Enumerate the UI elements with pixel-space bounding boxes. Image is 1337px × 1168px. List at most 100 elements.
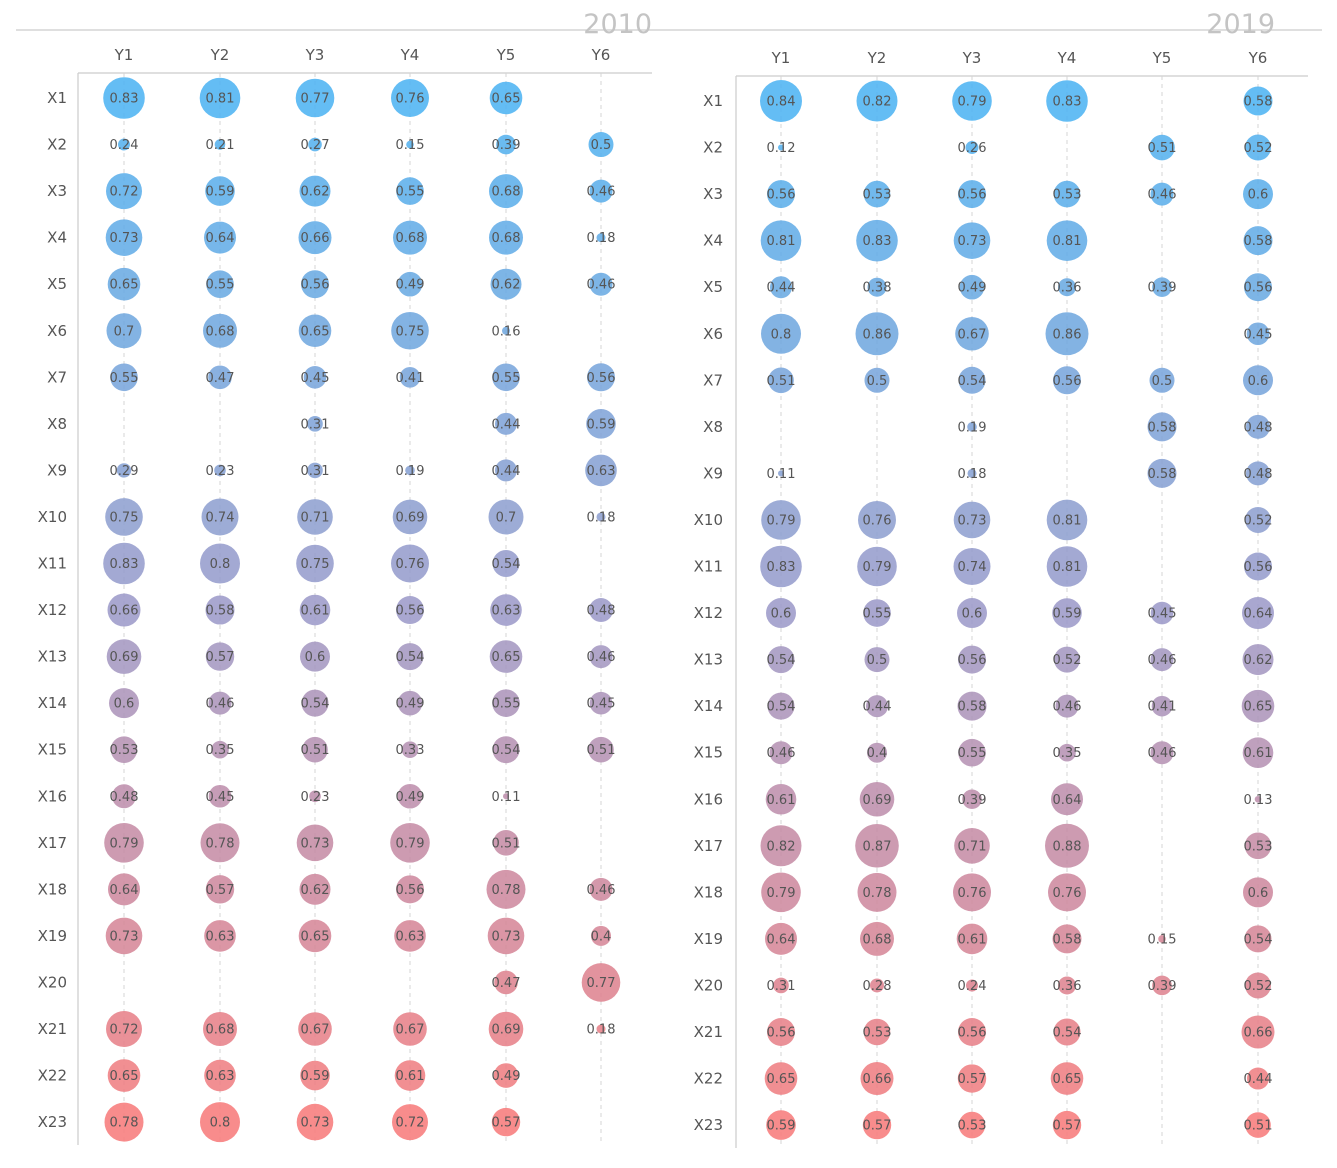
bubble-circle (105, 219, 143, 256)
row-header-x20: X20 (694, 976, 723, 994)
bubble-x16-y1: 0.48 (110, 784, 138, 809)
bubble-x19-y6: 0.54 (1244, 925, 1272, 953)
bubble-circle (396, 596, 424, 625)
bubble-circle (764, 1062, 798, 1095)
bubble-value-label: 0.76 (863, 513, 892, 528)
bubble-circle (957, 691, 987, 721)
bubble-x16-y2: 0.45 (206, 784, 234, 808)
bubble-circle (1244, 552, 1272, 581)
row-header-x11: X11 (38, 555, 67, 573)
bubble-circle (492, 363, 520, 392)
bubble-circle (406, 140, 414, 149)
bubble-circle (1254, 795, 1262, 803)
bubble-x21-y2: 0.53 (863, 1018, 891, 1046)
bubble-circle (856, 219, 898, 262)
bubble-value-label: 0.81 (1053, 513, 1082, 528)
bubble-value-label: 0.4 (591, 929, 612, 944)
row-header-x2: X2 (703, 139, 723, 157)
row-header-x23: X23 (694, 1116, 723, 1134)
bubble-value-label: 0.31 (767, 979, 796, 994)
bubble-x22-y2: 0.66 (860, 1062, 894, 1096)
row-header-x12: X12 (38, 601, 67, 619)
bubble-value-label: 0.23 (301, 790, 330, 805)
bubble-x10-y6: 0.52 (1244, 506, 1272, 533)
bubble-value-label: 0.49 (396, 790, 425, 805)
bubble-x10-y4: 0.81 (1046, 499, 1088, 541)
bubble-value-label: 0.21 (206, 138, 235, 153)
bubble-x9-y2: 0.23 (206, 464, 235, 479)
column-header-y5: Y5 (496, 46, 516, 64)
bubble-circle (1243, 86, 1273, 116)
bubble-x22-y4: 0.65 (1050, 1062, 1084, 1095)
bubble-circle (307, 416, 323, 432)
bubble-value-label: 0.56 (1244, 560, 1273, 575)
bubble-circle (596, 1024, 606, 1034)
bubble-x8-y3: 0.19 (958, 420, 987, 435)
bubble-x15-y6: 0.51 (587, 736, 615, 763)
bubble-value-label: 0.68 (492, 185, 521, 200)
bubble-value-label: 0.63 (587, 464, 616, 479)
bubble-circle (495, 459, 517, 482)
bubble-circle (393, 220, 427, 255)
bubble-circle (765, 783, 797, 815)
bubble-x15-y6: 0.61 (1242, 737, 1274, 768)
bubble-x2-y2: 0.21 (206, 138, 235, 153)
bubble-circle (589, 645, 613, 669)
bubble-circle (1242, 644, 1274, 676)
bubble-circle (586, 409, 616, 439)
bubble-circle (106, 639, 142, 674)
bubble-x11-y3: 0.75 (296, 544, 334, 583)
row-header-x5: X5 (703, 278, 723, 296)
bubble-x11-y6: 0.56 (1244, 552, 1273, 581)
column-guides (123, 73, 602, 1145)
row-header-x22: X22 (38, 1067, 67, 1085)
column-header-y3: Y3 (962, 49, 982, 67)
bubble-value-label: 0.18 (958, 467, 987, 482)
bubble-x5-y1: 0.65 (107, 267, 141, 301)
bubble-circle (491, 1107, 521, 1137)
bubble-x10-y2: 0.76 (858, 500, 896, 539)
bubble-circle (766, 598, 796, 629)
bubble-value-label: 0.45 (1148, 607, 1177, 622)
bubble-value-label: 0.46 (1148, 653, 1177, 668)
bubble-value-label: 0.51 (301, 743, 330, 758)
bubble-x15-y5: 0.54 (492, 736, 520, 764)
bubble-value-label: 0.44 (492, 464, 521, 479)
bubble-circle (205, 642, 235, 671)
bubble-x14-y1: 0.6 (109, 688, 139, 719)
bubble-circle (496, 134, 516, 155)
bubble-x22-y1: 0.65 (764, 1062, 798, 1095)
bubble-circle (298, 221, 332, 255)
bubble-value-label: 0.84 (767, 95, 796, 110)
bubble-x4-y6: 0.18 (587, 231, 616, 246)
bubble-circle (494, 970, 518, 995)
bubble-x11-y1: 0.83 (103, 542, 145, 585)
bubble-circle (391, 311, 429, 350)
bubble-value-label: 0.68 (206, 324, 235, 339)
bubble-value-label: 0.56 (767, 1026, 796, 1041)
bubble-x21-y1: 0.72 (106, 1011, 142, 1047)
bubble-value-label: 0.49 (396, 278, 425, 293)
bubble-circle (956, 923, 988, 955)
bubble-x4-y4: 0.68 (393, 220, 427, 255)
row-header-x14: X14 (38, 694, 67, 712)
bubble-circle (493, 830, 519, 856)
bubble-circle (492, 550, 520, 577)
bubble-x21-y3: 0.56 (958, 1018, 986, 1046)
bubble-x8-y6: 0.59 (586, 409, 616, 439)
bubble-circle (106, 173, 142, 210)
bubble-circle (1052, 1110, 1082, 1140)
bubble-value-label: 0.44 (492, 417, 521, 432)
bubble-x10-y1: 0.75 (105, 498, 143, 536)
bubble-x7-y4: 0.56 (1053, 366, 1081, 395)
bubble-circle (203, 1012, 237, 1046)
bubble-value-label: 0.61 (301, 604, 330, 619)
bubble-circle (200, 543, 240, 584)
bubble-x17-y1: 0.79 (104, 823, 144, 863)
bubble-circle (958, 366, 986, 394)
bubble-value-label: 0.49 (958, 281, 987, 296)
bubble-x7-y1: 0.55 (110, 363, 138, 392)
bubble-circle (864, 647, 890, 673)
bubble-circle (589, 691, 613, 715)
bubble-circle (856, 80, 898, 122)
